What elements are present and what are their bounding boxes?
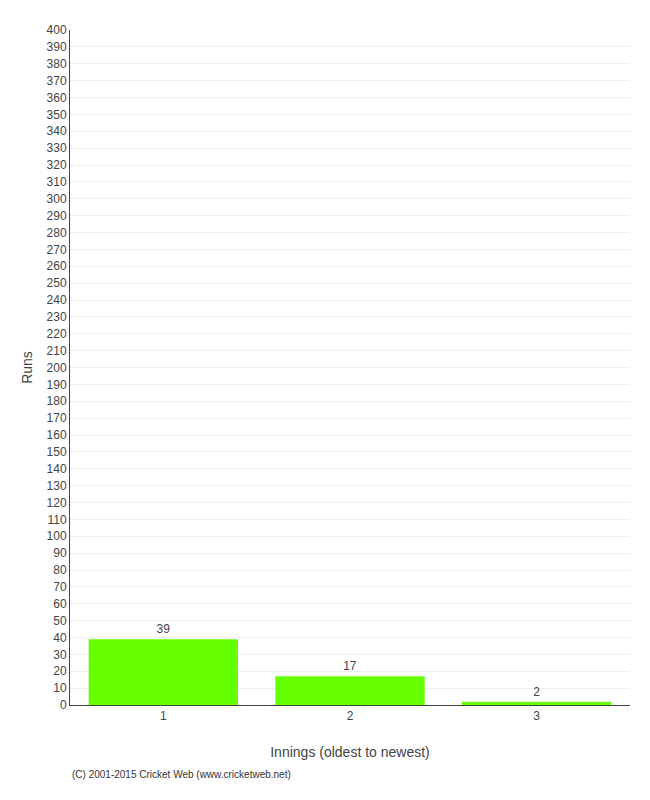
svg-text:160: 160 bbox=[47, 428, 67, 442]
svg-text:1: 1 bbox=[160, 709, 167, 723]
svg-text:2: 2 bbox=[533, 685, 540, 699]
svg-text:390: 390 bbox=[47, 40, 67, 54]
svg-text:230: 230 bbox=[47, 310, 67, 324]
svg-text:39: 39 bbox=[156, 622, 170, 636]
svg-text:150: 150 bbox=[47, 445, 67, 459]
svg-text:320: 320 bbox=[47, 158, 67, 172]
svg-text:40: 40 bbox=[53, 631, 67, 645]
svg-text:80: 80 bbox=[53, 563, 67, 577]
svg-text:120: 120 bbox=[47, 496, 67, 510]
svg-text:30: 30 bbox=[53, 648, 67, 662]
svg-text:20: 20 bbox=[53, 664, 67, 678]
svg-text:17: 17 bbox=[343, 659, 357, 673]
svg-text:130: 130 bbox=[47, 479, 67, 493]
svg-text:190: 190 bbox=[47, 378, 67, 392]
svg-text:100: 100 bbox=[47, 529, 67, 543]
svg-text:110: 110 bbox=[47, 513, 66, 527]
svg-text:380: 380 bbox=[47, 57, 67, 71]
svg-text:10: 10 bbox=[53, 681, 67, 695]
svg-text:210: 210 bbox=[47, 344, 67, 358]
svg-text:280: 280 bbox=[47, 226, 67, 240]
svg-text:340: 340 bbox=[47, 124, 67, 138]
svg-text:220: 220 bbox=[47, 327, 67, 341]
svg-text:60: 60 bbox=[53, 597, 67, 611]
svg-text:140: 140 bbox=[47, 462, 67, 476]
svg-text:330: 330 bbox=[47, 141, 67, 155]
svg-text:270: 270 bbox=[47, 243, 67, 257]
svg-text:240: 240 bbox=[47, 293, 67, 307]
svg-text:Runs: Runs bbox=[19, 351, 35, 384]
svg-text:170: 170 bbox=[47, 411, 67, 425]
svg-text:Innings (oldest to newest): Innings (oldest to newest) bbox=[270, 744, 430, 760]
svg-text:90: 90 bbox=[53, 546, 67, 560]
svg-text:2: 2 bbox=[347, 709, 354, 723]
svg-text:360: 360 bbox=[47, 91, 67, 105]
svg-text:290: 290 bbox=[47, 209, 67, 223]
svg-text:200: 200 bbox=[47, 361, 67, 375]
svg-text:70: 70 bbox=[53, 580, 67, 594]
svg-text:0: 0 bbox=[60, 698, 67, 712]
svg-text:310: 310 bbox=[47, 175, 67, 189]
svg-text:370: 370 bbox=[47, 74, 67, 88]
svg-text:260: 260 bbox=[47, 259, 67, 273]
svg-text:350: 350 bbox=[47, 108, 67, 122]
svg-text:180: 180 bbox=[47, 394, 67, 408]
svg-text:400: 400 bbox=[47, 23, 67, 37]
svg-text:50: 50 bbox=[53, 614, 67, 628]
svg-text:300: 300 bbox=[47, 192, 67, 206]
svg-text:3: 3 bbox=[533, 709, 540, 723]
svg-text:(C) 2001-2015 Cricket Web (www: (C) 2001-2015 Cricket Web (www.cricketwe… bbox=[72, 769, 291, 780]
svg-text:250: 250 bbox=[47, 276, 67, 290]
